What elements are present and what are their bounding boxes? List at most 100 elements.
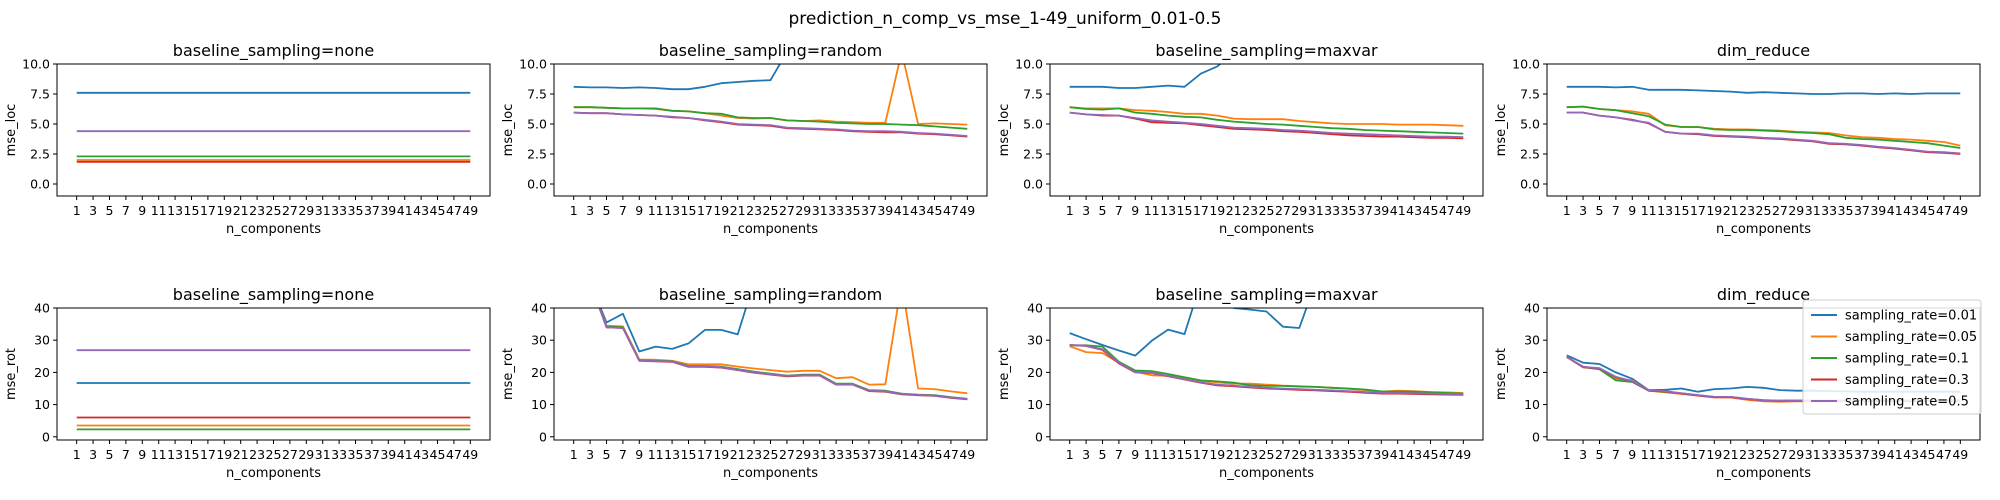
x-tick-label: 17 <box>697 203 713 218</box>
series-line-sampling_rate=0.01 <box>1566 85 1961 95</box>
y-tick-label: 2.5 <box>1520 147 1540 162</box>
series-group <box>573 64 968 138</box>
x-tick-label: 3 <box>586 203 594 218</box>
x-tick-label: 39 <box>1373 203 1389 218</box>
y-tick-label: 0.0 <box>527 177 547 192</box>
x-tick-label: 37 <box>364 203 380 218</box>
x-axis-label: n_components <box>1716 466 1811 481</box>
x-tick-label: 9 <box>138 203 146 218</box>
x-tick-label: 23 <box>1739 447 1755 462</box>
x-tick-label: 49 <box>1455 203 1471 218</box>
subplot-title: baseline_sampling=maxvar <box>1155 285 1378 305</box>
x-tick-label: 5 <box>1596 447 1604 462</box>
series-line-sampling_rate=0.1 <box>1566 105 1961 149</box>
x-tick-label: 17 <box>200 447 216 462</box>
series-line-sampling_rate=0.5 <box>573 111 968 137</box>
x-tick-label: 43 <box>1406 203 1422 218</box>
x-tick-label: 23 <box>746 203 762 218</box>
x-tick-label: 1 <box>73 447 81 462</box>
y-tick-label: 10 <box>34 397 50 412</box>
x-tick-label: 47 <box>1439 447 1455 462</box>
x-tick-label: 15 <box>184 203 200 218</box>
x-tick-label: 33 <box>1324 447 1340 462</box>
x-tick-label: 1 <box>1563 203 1571 218</box>
x-tick-label: 41 <box>1887 203 1903 218</box>
y-axis-label: mse_rot <box>997 348 1012 400</box>
x-tick-label: 29 <box>1291 447 1307 462</box>
x-tick-label: 17 <box>1690 447 1706 462</box>
subplot-title: dim_reduce <box>1717 41 1810 61</box>
x-tick-label: 3 <box>1082 203 1090 218</box>
legend-label: sampling_rate=0.05 <box>1845 330 1977 345</box>
y-tick-label: 40 <box>1524 301 1540 316</box>
x-tick-label: 13 <box>167 447 183 462</box>
x-tick-label: 31 <box>812 447 828 462</box>
x-tick-label: 17 <box>1193 447 1209 462</box>
x-tick-label: 11 <box>1641 203 1657 218</box>
y-tick-label: 10.0 <box>1015 57 1043 72</box>
x-tick-label: 11 <box>648 447 664 462</box>
x-tick-label: 3 <box>1579 203 1587 218</box>
x-tick-label: 37 <box>861 447 877 462</box>
y-tick-label: 0.0 <box>1023 177 1043 192</box>
y-tick-label: 20 <box>531 365 547 380</box>
x-tick-label: 25 <box>1259 447 1275 462</box>
x-tick-label: 21 <box>1723 203 1739 218</box>
x-tick-label: 13 <box>1657 203 1673 218</box>
x-tick-label: 29 <box>298 447 314 462</box>
x-tick-label: 35 <box>845 203 861 218</box>
x-tick-label: 15 <box>1177 447 1193 462</box>
x-tick-label: 19 <box>713 203 729 218</box>
x-axis-label: n_components <box>723 222 818 237</box>
y-tick-label: 0 <box>1532 429 1540 444</box>
x-tick-label: 15 <box>681 203 697 218</box>
x-tick-label: 23 <box>1242 203 1258 218</box>
x-tick-label: 49 <box>1952 203 1968 218</box>
y-tick-label: 30 <box>531 333 547 348</box>
x-tick-label: 3 <box>1082 447 1090 462</box>
x-tick-label: 7 <box>619 447 627 462</box>
x-tick-label: 47 <box>943 203 959 218</box>
y-tick-label: 7.5 <box>1520 87 1540 102</box>
x-axis-label: n_components <box>226 466 321 481</box>
x-tick-label: 29 <box>1788 447 1804 462</box>
series-group <box>1566 85 1961 155</box>
x-tick-label: 3 <box>1579 447 1587 462</box>
series-group <box>1069 64 1464 140</box>
x-tick-label: 1 <box>73 203 81 218</box>
x-tick-label: 29 <box>298 203 314 218</box>
x-tick-label: 31 <box>1805 203 1821 218</box>
y-tick-label: 7.5 <box>1023 87 1043 102</box>
x-tick-label: 5 <box>603 447 611 462</box>
axes-frame <box>553 63 988 197</box>
subplot-title: baseline_sampling=none <box>173 41 374 61</box>
x-tick-label: 15 <box>1177 203 1193 218</box>
x-tick-label: 39 <box>877 447 893 462</box>
x-tick-label: 11 <box>1641 447 1657 462</box>
series-group <box>598 308 968 401</box>
y-tick-label: 7.5 <box>30 87 50 102</box>
axes-frame <box>56 63 491 197</box>
series-line-sampling_rate=0.5 <box>1069 344 1464 396</box>
x-tick-label: 7 <box>1115 203 1123 218</box>
y-axis-label: mse_loc <box>4 104 19 157</box>
y-axis-label: mse_rot <box>1494 348 1509 400</box>
x-tick-label: 31 <box>1308 203 1324 218</box>
x-tick-label: 31 <box>1805 447 1821 462</box>
x-tick-label: 1 <box>570 447 578 462</box>
subplot-title: dim_reduce <box>1717 285 1810 305</box>
x-tick-label: 13 <box>167 203 183 218</box>
series-group <box>76 349 471 431</box>
y-tick-label: 20 <box>34 365 50 380</box>
x-tick-label: 7 <box>122 447 130 462</box>
y-tick-label: 30 <box>1524 333 1540 348</box>
x-tick-label: 27 <box>282 203 298 218</box>
x-tick-label: 41 <box>397 447 413 462</box>
series-line-sampling_rate=0.1 <box>573 106 968 130</box>
series-line-sampling_rate=0.1 <box>1069 106 1464 135</box>
